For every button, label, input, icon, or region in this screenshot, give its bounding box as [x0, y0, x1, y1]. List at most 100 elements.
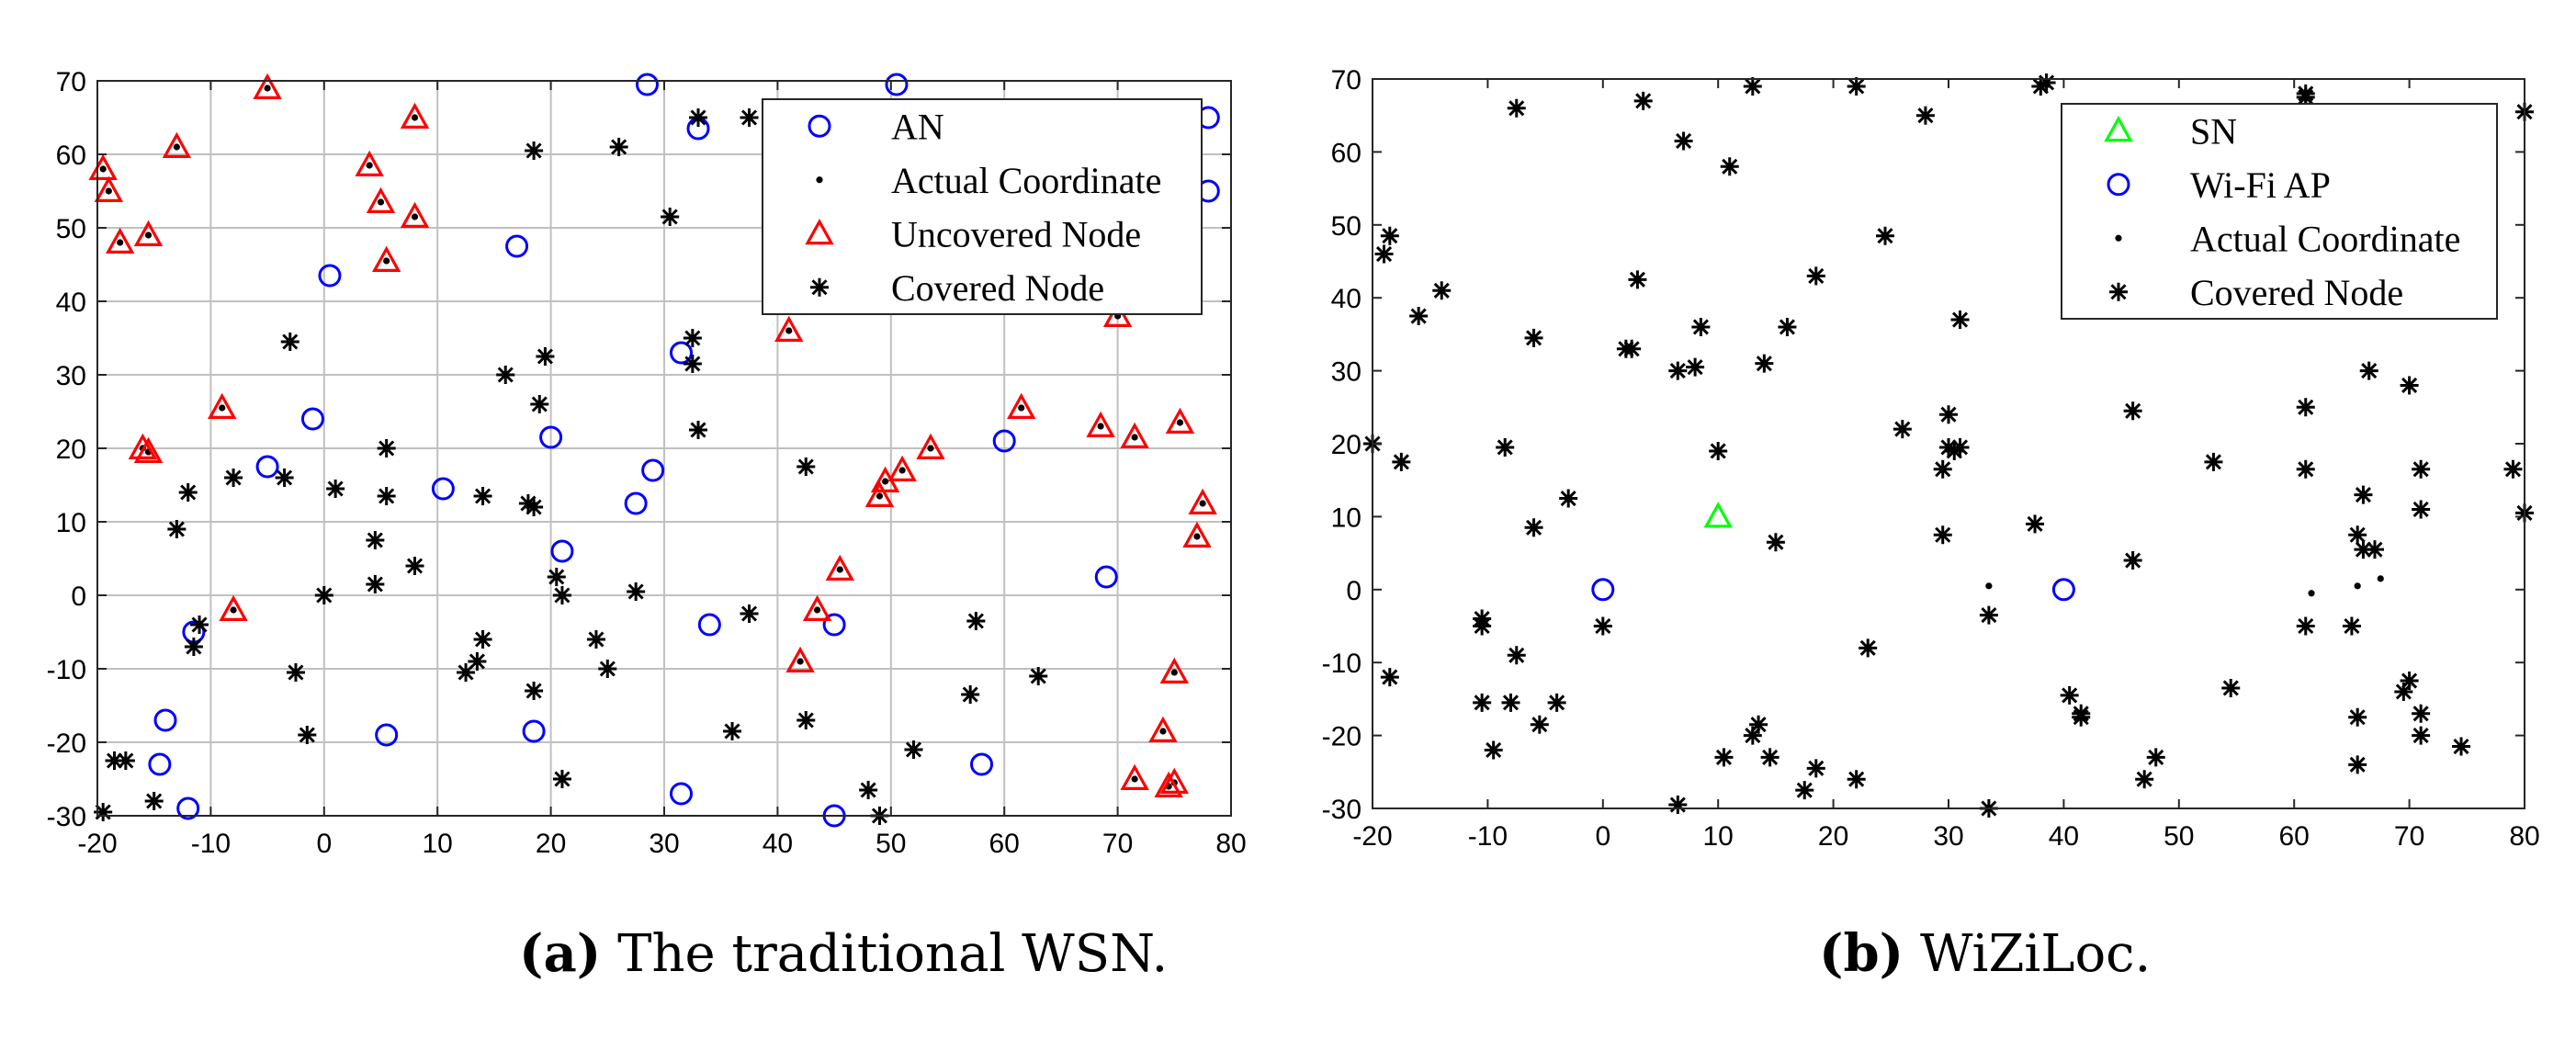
chart-a-point — [153, 708, 177, 732]
chart-b-point — [2452, 737, 2471, 756]
chart-a-ytick-label: 40 — [56, 288, 86, 318]
chart-a-point — [836, 566, 843, 573]
chart-b-point — [2221, 678, 2241, 697]
chart-a-point — [133, 436, 164, 463]
chart-b-point — [2342, 616, 2361, 636]
chart-a-point — [1148, 716, 1178, 743]
chart-b-legend-marker — [2107, 173, 2130, 197]
chart-b-ytick-label: 0 — [1346, 576, 1361, 606]
chart-a-ytick-label: 20 — [56, 435, 86, 465]
chart-b-point — [1985, 582, 1993, 590]
chart-a-point — [723, 722, 742, 740]
chart-a-point — [178, 483, 198, 502]
chart-a-point — [522, 719, 546, 743]
chart-a-point — [264, 85, 271, 92]
chart-a-point — [1165, 407, 1195, 434]
chart-a-point — [105, 751, 124, 770]
chart-a-point — [864, 480, 895, 508]
chart-a-point — [176, 796, 200, 820]
chart-a-ytick-label: -10 — [47, 655, 86, 685]
chart-a-point — [598, 660, 617, 678]
chart-a-legend-marker — [808, 114, 831, 138]
chart-b-series-wi-fi-ap — [1591, 578, 2075, 602]
chart-b-point — [2060, 685, 2079, 705]
chart-a-point — [525, 498, 544, 516]
chart-b-point — [1473, 616, 1492, 636]
chart-b-point — [1743, 726, 1762, 745]
caption-a: (a) The traditional WSN. — [519, 923, 1168, 984]
chart-b-xtick-label: 0 — [1595, 821, 1610, 852]
chart-a-point — [468, 652, 487, 671]
chart-b-point — [1945, 441, 1964, 460]
chart-b-point — [2051, 578, 2075, 602]
chart-a-point — [286, 663, 305, 682]
chart-a-xtick-label: 50 — [876, 829, 906, 859]
chart-b-point — [1778, 317, 1797, 336]
chart-b-point — [2296, 616, 2315, 636]
chart-a-xtick-label: 80 — [1215, 829, 1246, 859]
chart-a-point — [173, 143, 180, 151]
chart-b-point — [1674, 131, 1693, 151]
chart-b-point — [1755, 354, 1774, 373]
chart-a-point — [99, 165, 107, 173]
chart-a-point — [870, 466, 900, 493]
chart-b-legend-marker — [2109, 282, 2128, 301]
chart-b-point — [2123, 401, 2142, 421]
chart-a-point — [1131, 434, 1138, 441]
chart-a-point — [375, 723, 399, 747]
chart-b-point — [1633, 91, 1653, 110]
chart-a-point — [683, 329, 702, 347]
chart-a-ytick-label: -20 — [47, 728, 86, 759]
chart-a-point — [280, 333, 299, 351]
chart-b-ytick-label: -20 — [1322, 722, 1361, 752]
chart-a-point — [1006, 392, 1036, 419]
chart-a-point — [473, 630, 492, 649]
chart-a-xtick-label: 20 — [536, 829, 566, 859]
caption-a-text: The traditional WSN. — [617, 924, 1169, 984]
chart-a-point — [1154, 771, 1183, 798]
chart-b-point — [1876, 226, 1895, 245]
chart-a-point — [552, 770, 571, 788]
chart-a-xtick-label: 60 — [989, 829, 1020, 859]
chart-b-point — [1547, 693, 1566, 712]
chart-b-point — [1760, 748, 1779, 767]
chart-a-point — [314, 586, 333, 604]
chart-a-point — [224, 469, 243, 487]
chart-b-point — [2412, 500, 2431, 519]
chart-a-point — [383, 257, 390, 265]
chart-b-point — [1668, 796, 1688, 815]
chart-a-point — [366, 531, 385, 549]
chart-b-point — [1933, 459, 1952, 479]
chart-b-point — [1559, 489, 1578, 508]
chart-a-point — [208, 392, 237, 419]
chart-b-ticks: -20 -10 0 10 20 30 40 50 60 70 80-30-20-1001020304… — [1322, 65, 2540, 852]
chart-a-point — [661, 208, 680, 226]
chart-b-point — [1691, 317, 1711, 336]
chart-a-point — [190, 615, 209, 634]
chart-a-point — [355, 150, 384, 176]
chart-a-point — [797, 711, 816, 729]
chart-a-point — [683, 355, 702, 373]
chart-b-point — [1524, 518, 1543, 537]
chart-b-series-sn — [1703, 502, 1733, 528]
chart-a-xtick-label: -10 — [191, 829, 231, 859]
chart-b-xtick-label: -10 — [1468, 821, 1508, 852]
chart-a-point — [797, 457, 816, 476]
chart-a-point — [371, 245, 401, 272]
chart-a-legend-label: Covered Node — [891, 267, 1104, 309]
chart-a-point — [1029, 667, 1048, 685]
chart-b-point — [1847, 76, 1866, 96]
chart-a-point — [1159, 767, 1190, 795]
chart-a-point — [219, 594, 248, 622]
chart-b-ytick-label: 10 — [1331, 503, 1361, 533]
chart-a-ytick-label: 10 — [56, 508, 86, 538]
chart-b-xtick-label: 10 — [1703, 821, 1734, 852]
chart-a-point — [1176, 419, 1184, 426]
chart-a-point — [970, 752, 994, 776]
chart-b-ytick-label: -30 — [1322, 795, 1361, 825]
chart-b-point — [1591, 578, 1615, 602]
chart-a-point — [230, 606, 237, 614]
chart-b-point — [1524, 328, 1543, 347]
chart-a-point — [1094, 565, 1118, 589]
chart-b-series-actual-coordinate — [1985, 575, 2384, 597]
